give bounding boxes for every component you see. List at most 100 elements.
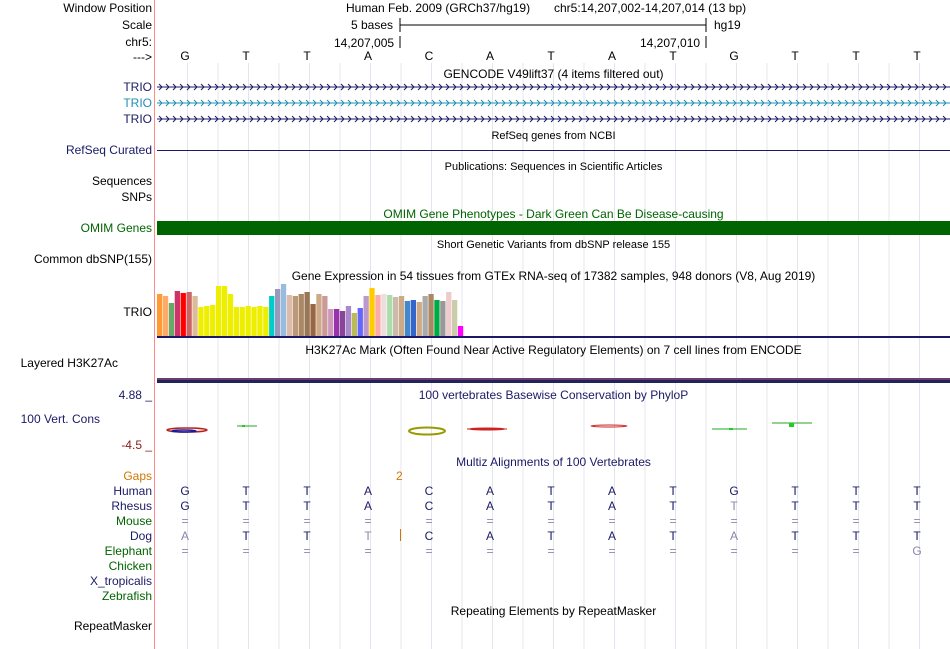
strand-chevron	[648, 115, 653, 123]
strand-chevron	[214, 83, 219, 91]
strand-chevron	[179, 83, 184, 91]
strand-chevron	[718, 83, 723, 91]
gtex-tissue-bar	[180, 293, 186, 336]
strand-chevron	[277, 99, 282, 107]
strand-chevron	[445, 83, 450, 91]
species-label[interactable]: Elephant	[104, 544, 152, 558]
strand-chevron	[256, 83, 261, 91]
species-label[interactable]: Human	[113, 484, 152, 498]
strand-chevron	[298, 115, 303, 123]
strand-chevron	[424, 83, 429, 91]
strand-chevron	[536, 99, 541, 107]
gtex-tissue-bar	[233, 307, 239, 336]
aligned-base: =	[181, 544, 189, 558]
gtex-tissue-bar	[416, 302, 422, 336]
base-letter: G	[180, 49, 190, 63]
strand-chevron	[613, 99, 618, 107]
species-label[interactable]: X_tropicalis	[89, 574, 152, 588]
phylop-signal[interactable]	[157, 400, 950, 450]
aligned-base: =	[242, 514, 250, 528]
gtex-tissue-bar	[322, 296, 328, 336]
strand-chevron	[312, 99, 317, 107]
repeatmasker-label[interactable]: RepeatMasker	[73, 619, 152, 633]
strand-chevron	[501, 115, 506, 123]
strand-chevron	[284, 99, 289, 107]
snps-label[interactable]: SNPs	[121, 190, 152, 204]
strand-chevron	[879, 83, 884, 91]
strand-chevron	[592, 83, 597, 91]
strand-chevron	[711, 99, 716, 107]
strand-chevron	[193, 99, 198, 107]
strand-chevron	[242, 115, 247, 123]
gtex-tissue-bar	[157, 294, 163, 336]
gencode-row-label[interactable]: TRIO	[123, 112, 152, 126]
h3k27ac-label[interactable]: Layered H3K27Ac	[20, 356, 118, 370]
gtex-tissue-bar	[298, 294, 304, 336]
gtex-tissue-bar	[221, 286, 228, 336]
refseq-gene-line[interactable]	[157, 150, 950, 151]
refseq-label[interactable]: RefSeq Curated	[65, 143, 152, 157]
strand-chevron	[620, 115, 625, 123]
strand-chevron	[564, 83, 569, 91]
strand-chevron	[921, 99, 926, 107]
strand-chevron	[501, 83, 506, 91]
gencode-row-label[interactable]: TRIO	[123, 96, 152, 110]
gtex-tissue-bar	[251, 307, 257, 336]
h3k27ac-title: H3K27Ac Mark (Often Found Near Active Re…	[305, 343, 802, 357]
aligned-base: A	[607, 529, 616, 543]
strand-chevron	[186, 115, 191, 123]
species-label[interactable]: Mouse	[115, 514, 152, 528]
gencode-transcripts[interactable]	[157, 80, 950, 128]
strand-chevron	[851, 99, 856, 107]
aligned-base: =	[669, 544, 677, 558]
strand-chevron	[704, 83, 709, 91]
strand-chevron	[571, 99, 576, 107]
omim-label[interactable]: OMIM Genes	[80, 221, 152, 235]
gtex-tissue-bar	[387, 295, 393, 336]
strand-chevron	[627, 99, 632, 107]
aligned-base: =	[547, 544, 555, 558]
strand-chevron	[837, 83, 842, 91]
base-letter: C	[424, 49, 434, 63]
strand-chevron	[872, 115, 877, 123]
h3k27ac-signal-bottom[interactable]	[157, 380, 950, 383]
phylop-label[interactable]: 100 Vert. Cons	[20, 412, 100, 426]
strand-chevron	[333, 99, 338, 107]
strand-chevron	[333, 115, 338, 123]
strand-chevron	[291, 83, 296, 91]
strand-chevron	[256, 115, 261, 123]
gtex-bar-chart[interactable]	[157, 283, 950, 339]
strand-chevron	[893, 99, 898, 107]
gencode-row-label[interactable]: TRIO	[123, 80, 152, 94]
strand-chevron	[788, 83, 793, 91]
strand-chevron	[410, 115, 415, 123]
strand-chevron	[634, 115, 639, 123]
aligned-base: T	[303, 484, 311, 498]
strand-chevron	[942, 115, 947, 123]
species-label[interactable]: Zebrafish	[101, 589, 152, 603]
strand-chevron	[424, 115, 429, 123]
strand-chevron	[809, 83, 814, 91]
species-label[interactable]: Rhesus	[111, 499, 152, 513]
gtex-label[interactable]: TRIO	[123, 305, 152, 319]
strand-chevron	[704, 99, 709, 107]
strand-chevron	[732, 83, 737, 91]
aligned-base: =	[425, 544, 433, 558]
aligned-base: =	[181, 514, 189, 528]
h3k27ac-signal-top[interactable]	[157, 378, 950, 380]
species-label[interactable]: Chicken	[108, 559, 152, 573]
gtex-tissue-bar	[269, 296, 275, 336]
base-letter: A	[607, 49, 616, 63]
aligned-base: C	[424, 484, 434, 498]
strand-chevron	[683, 115, 688, 123]
strand-chevron	[270, 115, 275, 123]
omim-gene-bar[interactable]	[157, 221, 950, 235]
strand-chevron	[872, 83, 877, 91]
phylop-blob	[468, 427, 506, 431]
species-label[interactable]: Dog	[129, 529, 152, 543]
coord-left: 14,207,005	[334, 36, 395, 50]
publications-label[interactable]: Sequences	[91, 174, 152, 188]
dbsnp-label[interactable]: Common dbSNP(155)	[33, 252, 152, 266]
gaps-label[interactable]: Gaps	[123, 469, 152, 483]
aligned-base: T	[852, 499, 860, 513]
